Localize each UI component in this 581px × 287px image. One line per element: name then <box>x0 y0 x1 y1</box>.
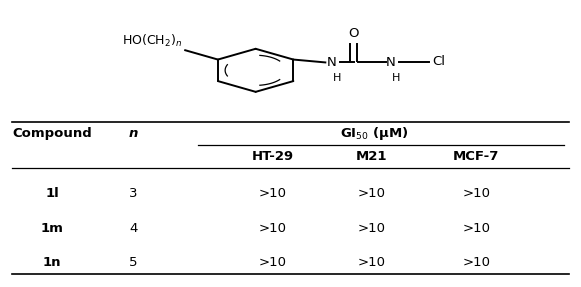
Text: >10: >10 <box>358 222 386 235</box>
Text: >10: >10 <box>259 187 287 200</box>
Text: HT-29: HT-29 <box>252 150 294 163</box>
Text: H: H <box>392 73 400 83</box>
Text: H: H <box>333 73 341 83</box>
Text: HO(CH$_2$)$_n$: HO(CH$_2$)$_n$ <box>122 33 182 49</box>
Text: >10: >10 <box>462 256 490 269</box>
Text: >10: >10 <box>259 222 287 235</box>
Text: O: O <box>349 27 359 40</box>
Text: >10: >10 <box>259 256 287 269</box>
Text: >10: >10 <box>358 256 386 269</box>
Text: >10: >10 <box>462 222 490 235</box>
Text: 3: 3 <box>130 187 138 200</box>
Text: 5: 5 <box>130 256 138 269</box>
Text: Compound: Compound <box>12 127 92 140</box>
Text: 1n: 1n <box>43 256 62 269</box>
Text: MCF-7: MCF-7 <box>453 150 500 163</box>
Text: n: n <box>129 127 138 140</box>
Text: 1l: 1l <box>45 187 59 200</box>
Text: N: N <box>327 56 337 69</box>
Text: 1m: 1m <box>41 222 64 235</box>
Text: M21: M21 <box>356 150 388 163</box>
Text: Cl: Cl <box>432 55 445 68</box>
Text: N: N <box>386 56 396 69</box>
Text: >10: >10 <box>462 187 490 200</box>
Text: 4: 4 <box>130 222 138 235</box>
Text: >10: >10 <box>358 187 386 200</box>
Text: GI$_{50}$ (μM): GI$_{50}$ (μM) <box>340 125 409 142</box>
